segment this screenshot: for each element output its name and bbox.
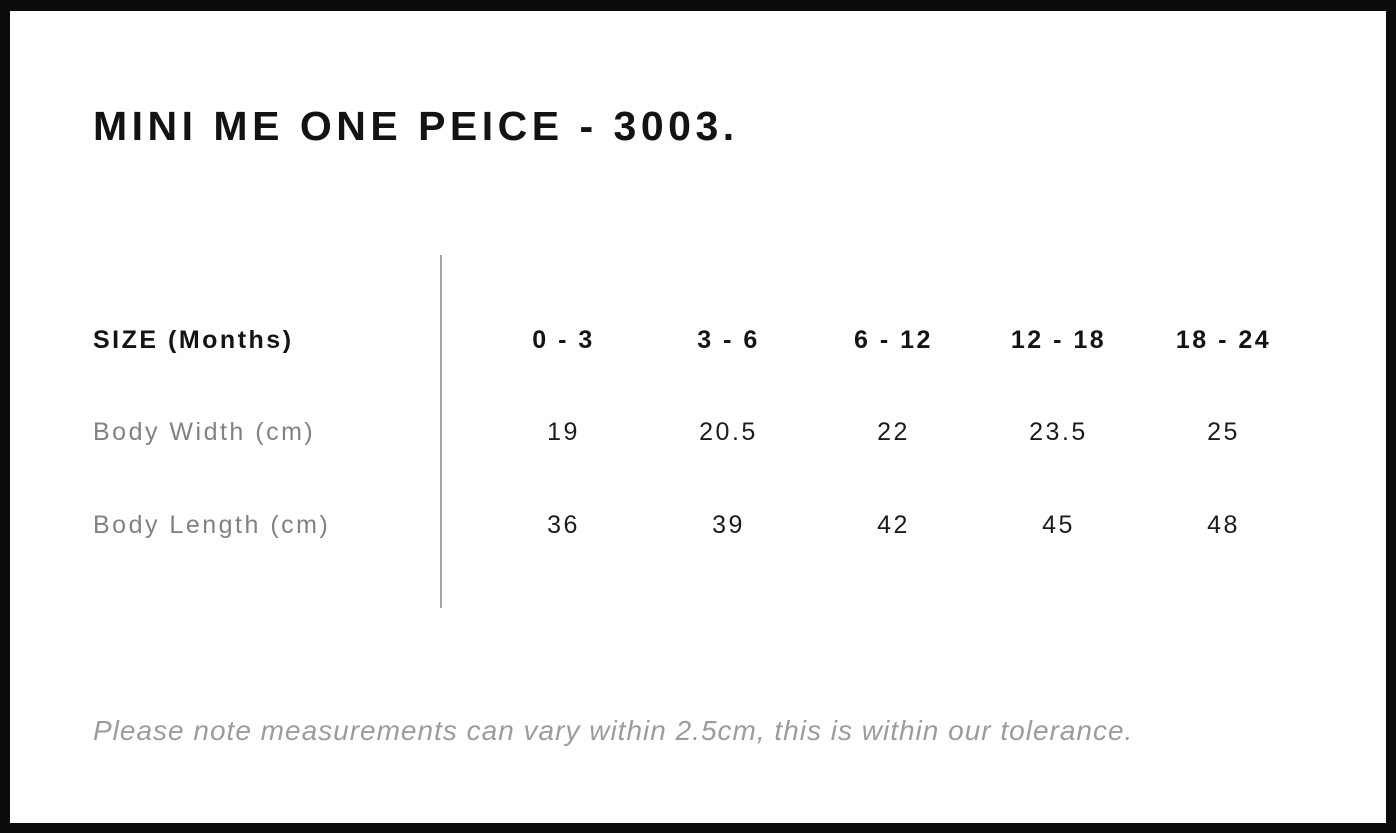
size-column-header: SIZE (Months): [93, 326, 294, 354]
table-cell-body-length-0-3: 36: [547, 511, 580, 539]
table-cell-body-length-18-24: 48: [1207, 511, 1240, 539]
column-header-6-12: 6 - 12: [854, 326, 933, 354]
column-header-0-3: 0 - 3: [532, 326, 595, 354]
column-header-18-24: 18 - 24: [1175, 326, 1272, 354]
vertical-divider: [440, 255, 442, 608]
column-header-3-6: 3 - 6: [697, 326, 760, 354]
page-title: MINI ME ONE PEICE - 3003.: [93, 103, 739, 149]
table-cell-body-length-12-18: 45: [1042, 511, 1075, 539]
table-cell-body-width-0-3: 19: [547, 418, 580, 446]
table-cell-body-length-6-12: 42: [877, 511, 910, 539]
tolerance-note: Please note measurements can vary within…: [93, 715, 1134, 746]
table-cell-body-width-6-12: 22: [877, 418, 910, 446]
table-cell-body-width-18-24: 25: [1207, 418, 1240, 446]
table-row-body-width: Body Width (cm) 19 20.5 22 23.5 25: [93, 414, 1306, 450]
row-label-body-length: Body Length (cm): [93, 511, 331, 539]
table-row-body-length: Body Length (cm) 36 39 42 45 48: [93, 507, 1306, 543]
table-cell-body-width-3-6: 20.5: [699, 418, 758, 446]
table-cell-body-width-12-18: 23.5: [1029, 418, 1088, 446]
table-header-row: SIZE (Months) 0 - 3 3 - 6 6 - 12 12 - 18…: [93, 322, 1306, 358]
row-label-body-width: Body Width (cm): [93, 418, 316, 446]
column-header-12-18: 12 - 18: [1010, 326, 1107, 354]
table-cell-body-length-3-6: 39: [712, 511, 745, 539]
